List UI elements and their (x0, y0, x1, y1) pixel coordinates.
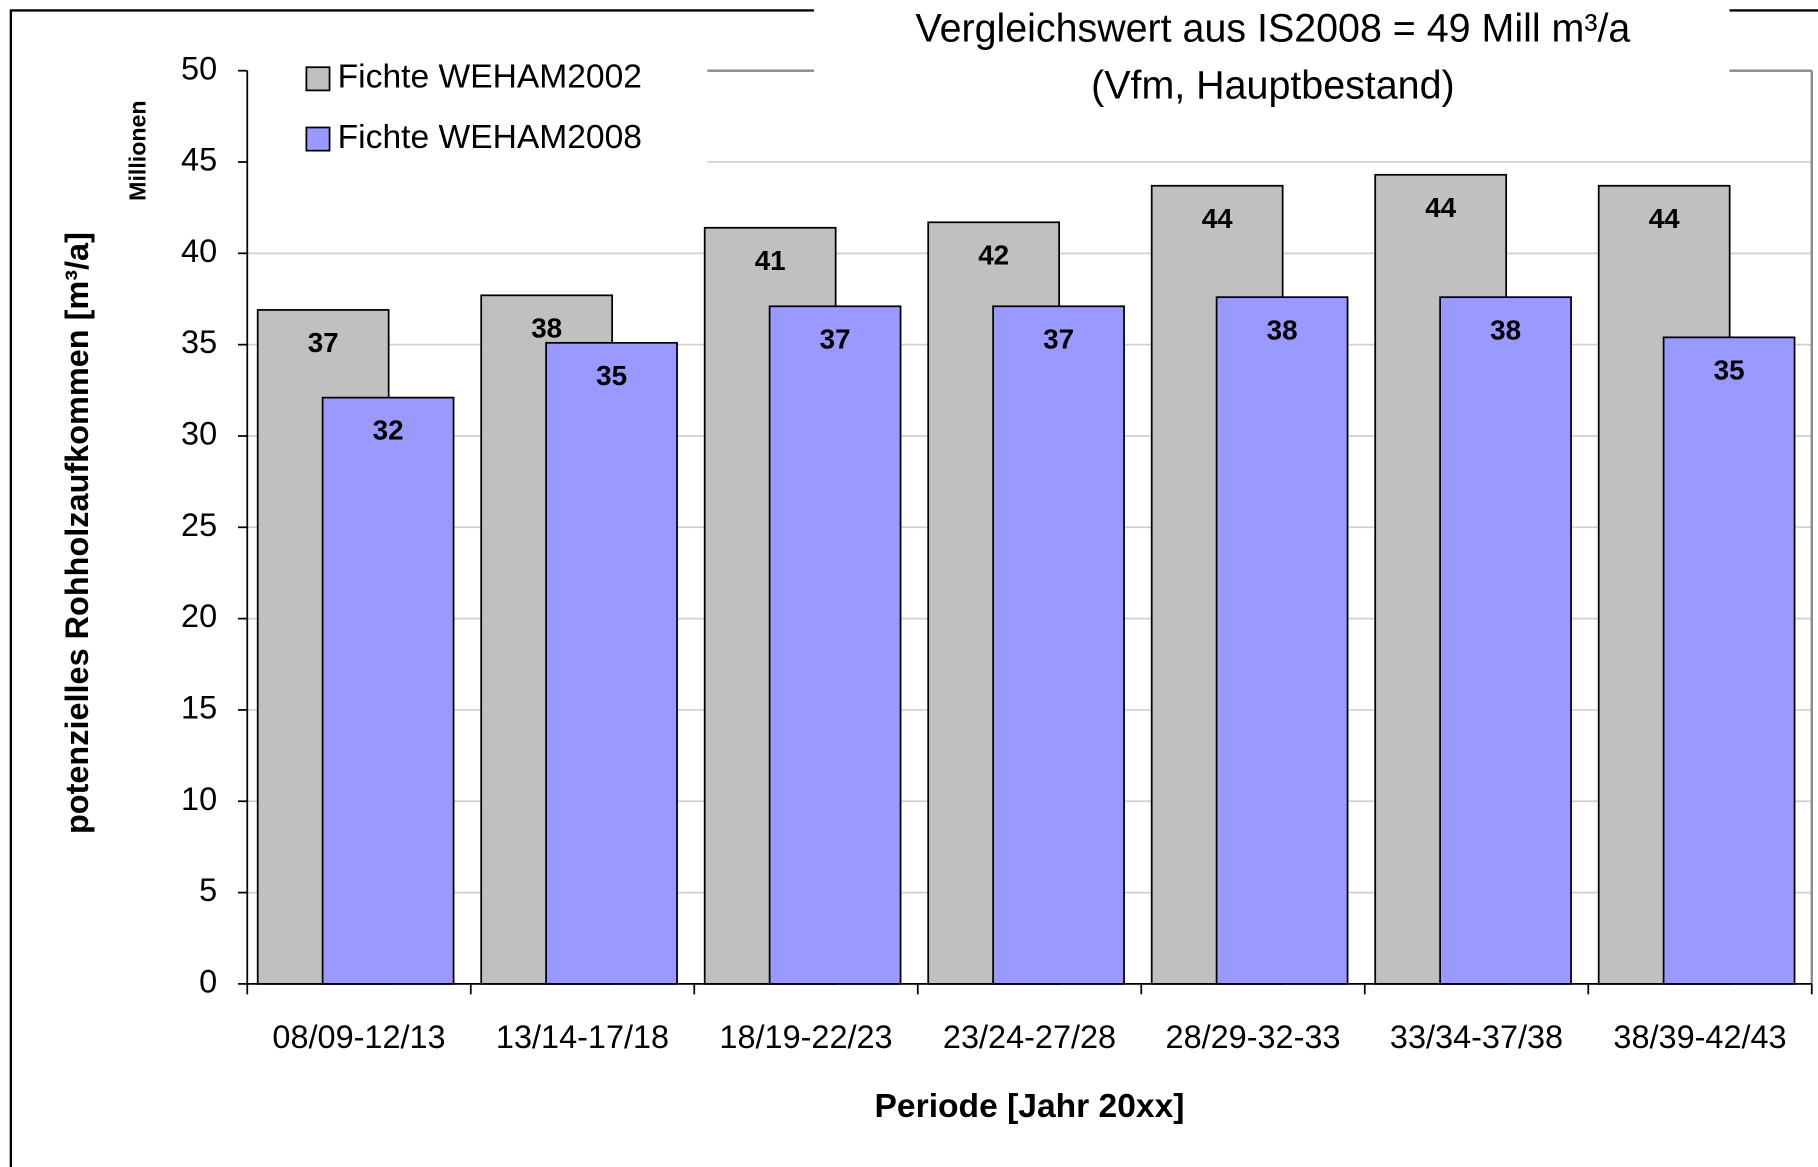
value-label: 37 (1043, 323, 1074, 354)
y-axis-label: potenzielles Rohholzaufkommen [m³/a] (59, 232, 95, 834)
value-label: 44 (1202, 203, 1233, 234)
y-tick-label: 40 (181, 233, 217, 269)
bar (1215, 296, 1349, 985)
value-label: 38 (531, 312, 562, 343)
bar (1439, 296, 1572, 985)
x-tick-label: 08/09-12/13 (272, 1019, 445, 1055)
value-label: 35 (596, 360, 627, 391)
legend-swatch (305, 66, 331, 92)
value-label: 41 (755, 245, 786, 276)
y-tick-label: 45 (181, 142, 217, 178)
x-tick-label: 33/34-37/38 (1390, 1019, 1563, 1055)
y-tick-label: 30 (181, 416, 217, 452)
x-tick-label: 28/29-32-33 (1166, 1019, 1341, 1055)
value-label: 44 (1425, 192, 1456, 223)
y-tick-label: 10 (181, 781, 217, 817)
value-label: 37 (308, 327, 339, 358)
x-tick-label: 18/19-22/23 (719, 1019, 892, 1055)
y-tick-label: 25 (181, 507, 217, 543)
y-tick-label: 15 (181, 689, 217, 725)
y-tick-label: 0 (199, 963, 217, 999)
value-label: 42 (978, 239, 1009, 270)
value-label: 38 (1490, 314, 1521, 345)
value-label: 38 (1267, 314, 1298, 345)
y-tick-label: 20 (181, 598, 217, 634)
bar (545, 341, 678, 985)
value-label: 32 (373, 415, 404, 446)
y-tick-label: 50 (181, 50, 217, 86)
axes: 0 5 10 15 20 25 30 35 40 45 50 08/09-12/13 13/14-17/… (181, 50, 1813, 1055)
bar (1662, 336, 1796, 985)
bars: 37 32 38 35 41 37 42 37 44 38 44 38 44 35 (256, 173, 1796, 985)
x-tick-label: 23/24-27/28 (943, 1019, 1116, 1055)
title-box (813, 0, 1730, 121)
y-tick-label: 5 (199, 872, 217, 908)
x-tick-label: 38/39-42/43 (1613, 1019, 1786, 1055)
legend-entries: Fichte WEHAM2002 Fichte WEHAM2008 (305, 59, 642, 156)
chart-subtitle: (Vfm, Hauptbestand) (1091, 63, 1454, 107)
x-tick-label: 13/14-17/18 (496, 1019, 669, 1055)
legend-swatch (305, 126, 331, 152)
chart-title: Vergleichswert aus IS2008 = 49 Mill m³/a (915, 7, 1630, 51)
value-label: 35 (1714, 354, 1745, 385)
bar (992, 305, 1125, 985)
value-label: 37 (820, 323, 851, 354)
bar (321, 396, 455, 985)
value-label: 44 (1649, 203, 1680, 234)
y-axis-unit: Millionen (125, 100, 151, 200)
x-axis-label: Periode [Jahr 20xx] (875, 1088, 1185, 1125)
y-tick-label: 35 (181, 324, 217, 360)
bar (768, 305, 902, 985)
legend-label: Fichte WEHAM2002 (338, 59, 642, 96)
legend-label: Fichte WEHAM2008 (338, 119, 642, 156)
